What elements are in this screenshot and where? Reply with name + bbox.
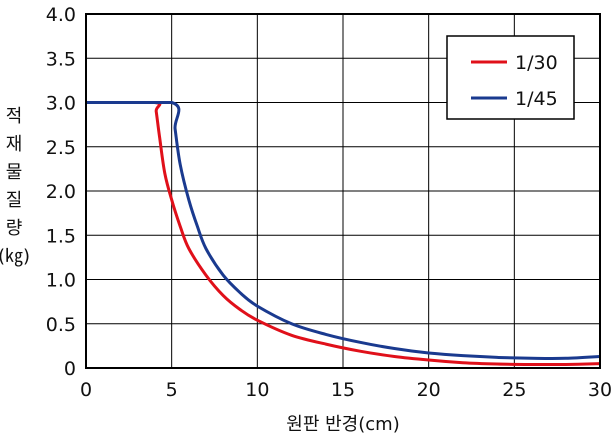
x-tick-label: 10 <box>245 379 269 401</box>
legend: 1/30 1/45 <box>446 35 575 120</box>
series-line-1 <box>86 101 601 367</box>
y-tick-label: 2.5 <box>46 137 76 159</box>
x-tick-label: 5 <box>166 379 178 401</box>
legend-label: 1/30 <box>515 52 558 74</box>
plot-frame <box>85 13 601 369</box>
x-tick-labels: 0 5 10 15 20 25 30 <box>80 379 612 401</box>
series-lines <box>86 101 601 367</box>
y-tick-label: 4.0 <box>46 4 76 26</box>
y-tick-label: 2.0 <box>46 181 76 203</box>
y-axis-title-char: 적 <box>6 106 23 127</box>
y-axis-title-char: (㎏) <box>0 246 30 267</box>
series-line-2 <box>86 101 601 360</box>
y-axis-title-char: 물 <box>6 162 23 183</box>
y-axis-title-char: 재 <box>6 134 23 155</box>
y-tick-label: 0 <box>64 358 76 380</box>
legend-box <box>446 35 575 120</box>
y-tick-label: 1.5 <box>46 225 76 247</box>
y-tick-label: 3.0 <box>46 93 76 115</box>
y-tick-label: 3.5 <box>46 48 76 70</box>
x-tick-label: 25 <box>502 379 526 401</box>
x-axis-title: 원판 반경(cm) <box>286 414 399 435</box>
y-tick-label: 0.5 <box>46 314 76 336</box>
y-tick-labels: 0 0.5 1.0 1.5 2.0 2.5 3.0 3.5 4.0 <box>46 4 76 380</box>
y-tick-label: 1.0 <box>46 270 76 292</box>
x-tick-label: 0 <box>80 379 92 401</box>
x-tick-label: 15 <box>331 379 355 401</box>
x-tick-label: 30 <box>588 379 612 401</box>
legend-label: 1/45 <box>515 88 558 110</box>
y-axis-title-char: 질 <box>6 190 23 211</box>
x-tick-label: 20 <box>417 379 441 401</box>
y-axis-title-char: 량 <box>6 218 23 239</box>
